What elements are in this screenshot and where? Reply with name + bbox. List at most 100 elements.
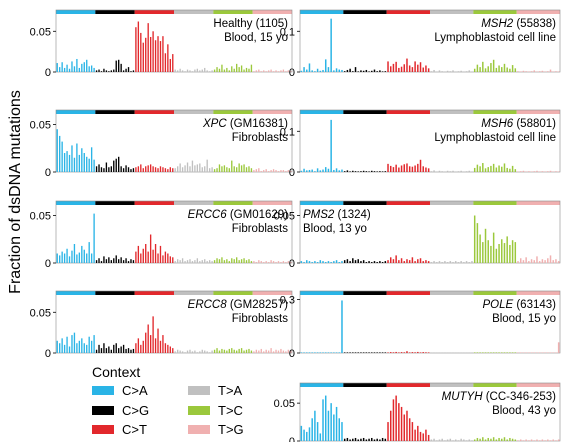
- panels: 0 0.05 Healthy (1105) Blood, 15 yo 0 0.1 MSH2 …: [30, 9, 561, 442]
- bar-5: [68, 256, 71, 263]
- bar-5: [314, 171, 316, 172]
- bar-4: [311, 169, 313, 172]
- bar-20: [105, 259, 108, 263]
- bar-2: [61, 251, 63, 263]
- bar-65: [476, 164, 479, 172]
- panel-label-id: (63143): [513, 299, 556, 311]
- bar-7: [319, 260, 322, 263]
- bar-47: [172, 348, 174, 353]
- bar-80: [253, 170, 255, 172]
- bar-2: [306, 69, 308, 72]
- bar-91: [547, 352, 549, 353]
- bar-80: [517, 171, 519, 172]
- bar-11: [83, 62, 85, 72]
- bar-86: [533, 260, 536, 263]
- bar-80: [253, 351, 255, 353]
- bar-6: [316, 168, 319, 172]
- bar-66: [218, 350, 221, 353]
- bar-46: [425, 429, 427, 441]
- bar-25: [118, 348, 120, 353]
- bar-86: [267, 70, 270, 72]
- bar-92: [282, 261, 285, 263]
- bar-76: [506, 236, 508, 263]
- y-tick-label: 0.1: [280, 26, 295, 38]
- bar-87: [270, 260, 272, 263]
- legend-item-1: C>G: [92, 403, 149, 418]
- bar-79: [514, 169, 517, 172]
- panel-label-line1: XPC (GM16381): [202, 118, 288, 130]
- bar-5: [68, 154, 71, 172]
- bar-86: [533, 171, 536, 172]
- context-strip-4: [473, 10, 517, 14]
- context-strip-0: [300, 110, 344, 114]
- bar-46: [425, 260, 427, 263]
- bar-20: [354, 171, 357, 172]
- bar-79: [514, 68, 517, 72]
- context-strip-5: [516, 110, 560, 114]
- bar-84: [263, 262, 265, 263]
- bar-3: [308, 261, 311, 263]
- bar-81: [519, 258, 522, 263]
- bar-82: [522, 440, 525, 441]
- bar-35: [395, 395, 397, 441]
- bar-57: [196, 352, 199, 353]
- bar-39: [406, 58, 408, 72]
- bar-50: [436, 440, 438, 441]
- bar-23: [113, 258, 115, 263]
- bar-34: [392, 63, 395, 72]
- bar-29: [379, 352, 381, 353]
- bar-66: [479, 67, 481, 72]
- bar-49: [177, 349, 179, 353]
- bar-44: [419, 159, 422, 172]
- panel-label-name: ERCC8: [188, 299, 228, 311]
- y-tick-label: 0: [45, 167, 51, 179]
- bar-10: [327, 67, 330, 72]
- bar-84: [528, 71, 530, 72]
- y-tick-label: 0.05: [274, 211, 295, 223]
- bar-41: [157, 168, 159, 172]
- legend-swatch: [188, 406, 210, 415]
- bar-4: [311, 352, 313, 353]
- context-strip-0: [56, 291, 96, 295]
- bar-22: [360, 171, 362, 172]
- y-tick-label: 0.3: [280, 295, 295, 307]
- legend-swatch: [92, 386, 114, 395]
- panel-pole: 0 0.3 POLE (63143) Blood, 15 yo: [280, 290, 561, 360]
- bar-48: [430, 262, 433, 263]
- legend-title: Context: [92, 364, 140, 380]
- bar-83: [260, 348, 262, 353]
- y-axis-label: Fraction of dsDNA mutations: [7, 90, 24, 294]
- bar-1: [303, 262, 305, 263]
- bar-88: [272, 261, 275, 263]
- bar-54: [189, 259, 191, 263]
- bar-27: [122, 260, 125, 263]
- bar-31: [132, 260, 135, 263]
- bar-80: [517, 261, 519, 263]
- bar-30: [130, 71, 132, 72]
- bar-25: [368, 261, 370, 263]
- bar-27: [373, 439, 376, 441]
- bar-2: [61, 338, 63, 353]
- bar-70: [228, 70, 230, 72]
- bar-73: [498, 437, 500, 441]
- bar-70: [490, 63, 492, 72]
- context-strip-2: [134, 10, 174, 14]
- bar-5: [314, 71, 316, 72]
- bar-24: [365, 439, 368, 441]
- bar-33: [137, 166, 140, 172]
- legend-item-0: C>A: [92, 383, 148, 398]
- bar-23: [113, 344, 115, 353]
- bar-46: [425, 167, 427, 172]
- bar-24: [115, 255, 117, 263]
- bar-9: [324, 59, 327, 72]
- bar-89: [275, 349, 277, 353]
- bar-44: [164, 168, 167, 172]
- bar-28: [376, 352, 378, 353]
- bar-85: [265, 261, 267, 263]
- bar-39: [152, 249, 154, 263]
- panel-label-name: ERCC6: [188, 209, 228, 221]
- bar-60: [204, 350, 206, 353]
- bar-27: [373, 261, 376, 263]
- panel-label-line2: Blood, 13 yo: [303, 223, 367, 235]
- bar-46: [425, 65, 427, 72]
